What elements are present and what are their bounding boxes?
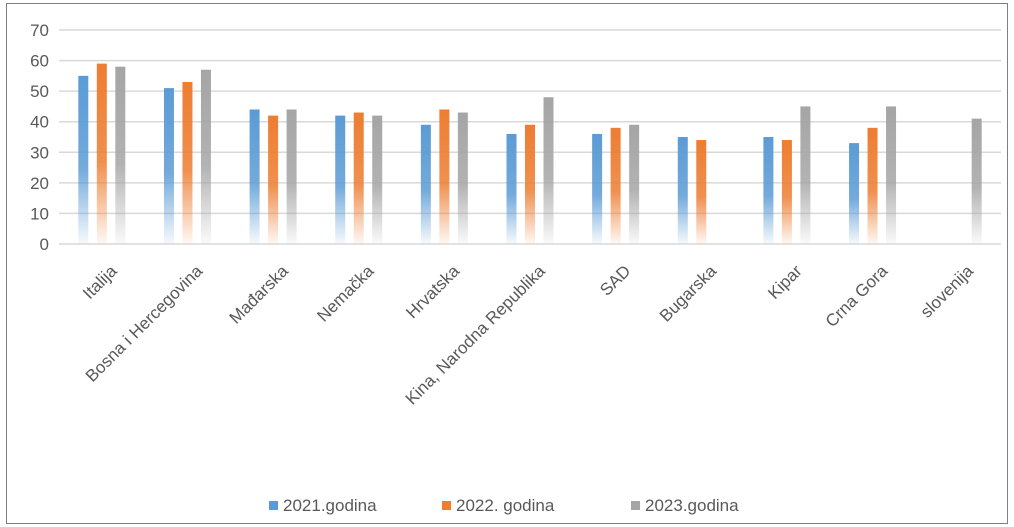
- bar-1-7: [592, 133, 603, 244]
- legend-swatch-1: [269, 501, 278, 510]
- y-tick-label-10: 10: [30, 204, 49, 223]
- y-tick-label-0: 0: [40, 235, 49, 254]
- category-label-6: Kina, Narodna Republika: [402, 261, 549, 408]
- bar-2-10: [867, 127, 878, 244]
- bar-3-10: [886, 106, 897, 244]
- bar-2-2: [182, 81, 193, 244]
- bar-3-7: [629, 124, 640, 244]
- bar-2-3: [268, 115, 279, 244]
- bar-2-8: [696, 140, 707, 244]
- category-label-9: Kipar: [764, 261, 806, 303]
- category-label-4: Nemačka: [313, 261, 378, 326]
- bar-3-6: [543, 97, 554, 244]
- legend-label-1: 2021.godina: [283, 496, 377, 515]
- bar-1-4: [335, 115, 346, 244]
- bar-1-9: [763, 137, 774, 244]
- legend-label-2: 2022. godina: [456, 496, 555, 515]
- bar-2-7: [610, 127, 621, 244]
- legend-swatch-3: [631, 501, 640, 510]
- category-label-8: Bugarska: [656, 261, 721, 326]
- category-label-11: slovenija: [917, 261, 978, 322]
- bar-1-10: [849, 143, 860, 244]
- bar-2-4: [353, 112, 364, 245]
- bar-3-11: [971, 118, 982, 244]
- bar-1-2: [163, 88, 174, 244]
- chart-frame: 0 10 20 30 40 50 60 70 Italija Bosna i Hercegovi…: [6, 3, 1008, 524]
- bar-3-3: [286, 109, 297, 244]
- bar-3-4: [372, 115, 383, 244]
- y-tick-label-20: 20: [30, 174, 49, 193]
- bar-3-9: [800, 106, 811, 244]
- bar-1-1: [78, 75, 89, 244]
- bar-2-1: [96, 63, 107, 244]
- bar-2-5: [439, 109, 450, 244]
- bar-1-8: [677, 137, 688, 244]
- bar-1-5: [420, 124, 431, 244]
- y-tick-label-60: 60: [30, 52, 49, 71]
- bar-2-6: [525, 124, 535, 244]
- category-label-1: Italija: [79, 261, 121, 303]
- bar-3-5: [457, 112, 468, 245]
- category-label-3: Mađarska: [226, 261, 293, 328]
- category-label-7: SAD: [596, 261, 634, 299]
- category-label-5: Hrvatska: [402, 261, 463, 322]
- bar-2-9: [781, 140, 792, 244]
- legend: 2021.godina 2022. godina 2023.godina: [269, 496, 739, 515]
- category-label-10: Crna Gora: [822, 261, 892, 331]
- y-tick-label-30: 30: [30, 143, 49, 162]
- bar-3-1: [115, 66, 126, 244]
- legend-swatch-2: [442, 501, 451, 510]
- bar-1-6: [506, 133, 517, 244]
- y-tick-label-50: 50: [30, 82, 49, 101]
- legend-label-3: 2023.godina: [645, 496, 739, 515]
- y-tick-label-70: 70: [30, 21, 49, 40]
- bars: [78, 63, 982, 245]
- y-tick-label-40: 40: [30, 113, 49, 132]
- bar-3-2: [200, 69, 211, 244]
- bar-1-3: [249, 109, 260, 244]
- y-axis-ticks: 0 10 20 30 40 50 60 70: [30, 21, 49, 254]
